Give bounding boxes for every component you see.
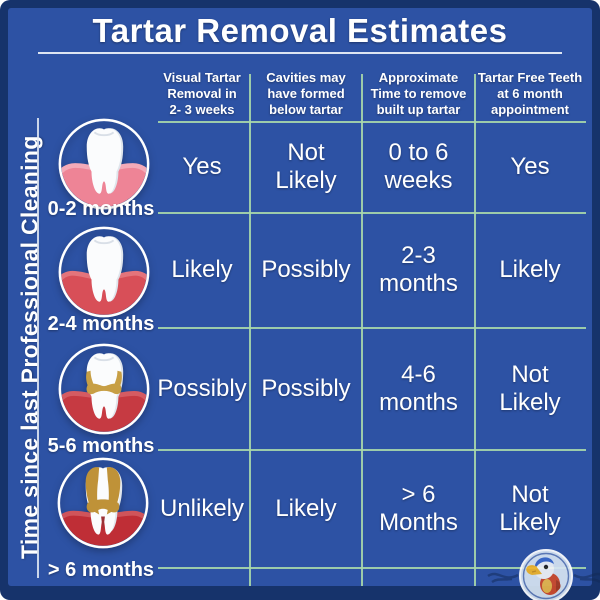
cell-r1-c2: Not Likely <box>275 139 337 194</box>
row-label-0-2-months: 0-2 months <box>47 197 155 220</box>
cell-r1-c3: 0 to 6 weeks <box>384 139 453 194</box>
tooth-healthy-icon <box>58 118 150 210</box>
cell-r1-c4: Yes <box>510 153 550 180</box>
grid-line-row-1 <box>158 212 586 214</box>
grid-line-vertical-1 <box>249 74 251 586</box>
tooth-mild-gingivitis-icon <box>58 226 150 318</box>
column-header-time-to-remove: Approximate Time to remove built up tart… <box>370 70 467 117</box>
y-axis-line <box>37 118 39 578</box>
grid-line-vertical-2 <box>361 74 363 586</box>
grid-line-header-bottom <box>158 121 586 123</box>
cell-r3-c3: 4-6 months <box>379 360 458 416</box>
row-label-over-6-months: > 6 months <box>47 558 155 581</box>
cell-r1-c1: Yes <box>182 153 222 180</box>
column-header-visual-tartar-removal: Visual Tartar Removal in 2- 3 weeks <box>163 70 241 117</box>
background-panel: Tartar Removal Estimates Time since last… <box>8 8 600 600</box>
tooth-moderate-tartar-icon <box>58 343 150 435</box>
grid-line-vertical-3 <box>474 74 476 586</box>
row-label-5-6-months: 5-6 months <box>47 434 155 457</box>
column-header-cavities-formed: Cavities may have formed below tartar <box>266 70 346 117</box>
page-title: Tartar Removal Estimates <box>92 12 508 49</box>
cell-r2-c2: Possibly <box>261 256 351 283</box>
cell-r3-c1: Possibly <box>157 374 247 402</box>
grid-line-row-4 <box>158 567 586 569</box>
cell-r2-c3: 2-3 months <box>379 242 458 297</box>
y-axis-label: Time since last Professional Cleaning <box>16 135 43 559</box>
cell-r4-c3: > 6 Months <box>379 480 458 536</box>
grid-line-row-2 <box>158 327 586 329</box>
cell-r2-c4: Likely <box>499 256 561 283</box>
cell-r4-c1: Unlikely <box>159 494 245 522</box>
grid-line-row-3 <box>158 449 586 451</box>
row-label-2-4-months: 2-4 months <box>47 312 155 335</box>
cell-r2-c1: Likely <box>171 256 233 283</box>
cell-r4-c2: Likely <box>275 494 337 522</box>
dental-bird-mascot-logo <box>487 549 600 600</box>
cell-r3-c4: Not Likely <box>499 360 561 416</box>
title-underline <box>38 52 562 54</box>
cell-r4-c4: Not Likely <box>499 480 561 536</box>
column-header-tartar-free-teeth: Tartar Free Teeth at 6 month appointment <box>477 70 583 117</box>
tooth-heavy-tartar-icon <box>57 457 149 549</box>
cell-r3-c2: Possibly <box>261 374 351 402</box>
